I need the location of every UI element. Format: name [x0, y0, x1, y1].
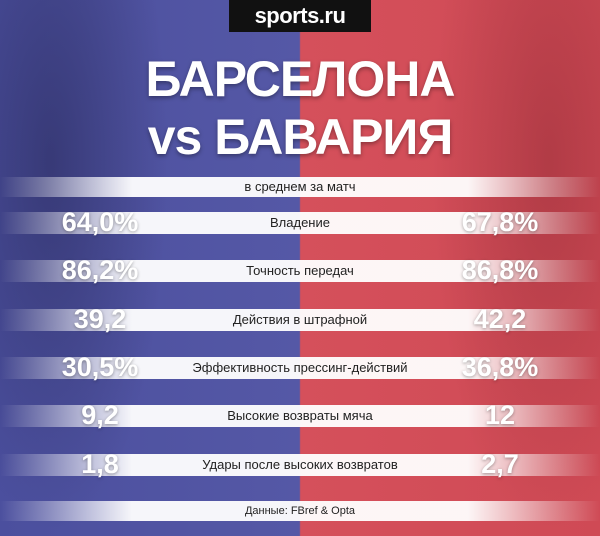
stat-row: Владение 64,0% 67,8% — [0, 202, 600, 242]
stat-row: Действия в штрафной 39,2 42,2 — [0, 299, 600, 339]
stat-row: Высокие возвраты мяча 9,2 12 — [0, 395, 600, 435]
stat-label: Действия в штрафной — [0, 308, 600, 331]
stat-label: Высокие возвраты мяча — [0, 405, 600, 428]
stat-row: Удары после высоких возвратов 1,8 2,7 — [0, 444, 600, 484]
barcelona-value: 30,5% — [61, 351, 139, 382]
subtitle: в среднем за матч — [0, 177, 600, 197]
bayern-value: 86,8% — [461, 255, 539, 286]
stat-label: Точность передач — [0, 260, 600, 283]
title: vs БАВАРИЯ — [147, 109, 454, 165]
bayern-value: 12 — [484, 400, 516, 431]
title: БАРСЕЛОНА — [145, 51, 456, 107]
stat-label: Эффективность прессинг-действий — [0, 356, 600, 379]
barcelona-value: 9,2 — [81, 400, 119, 431]
barcelona-value: 1,8 — [81, 448, 119, 479]
stat-label: Удары после высоких возвратов — [0, 453, 600, 476]
stat-label: Владение — [0, 212, 600, 234]
bayern-value: 36,8% — [461, 351, 539, 382]
barcelona-value: 64,0% — [61, 207, 139, 237]
bayern-value: 2,7 — [481, 448, 519, 479]
bayern-value: 42,2 — [473, 303, 527, 334]
source: Данные: FBref & Opta — [0, 501, 600, 521]
logo: sports.ru — [229, 0, 371, 32]
bayern-value: 67,8% — [461, 207, 539, 237]
stat-row: Эффективность прессинг-действий 30,5% 36,8… — [0, 347, 600, 387]
stat-row: Точность передач 86,2% 86,8% — [0, 250, 600, 290]
barcelona-value: 86,2% — [61, 255, 139, 286]
barcelona-value: 39,2 — [73, 303, 127, 334]
